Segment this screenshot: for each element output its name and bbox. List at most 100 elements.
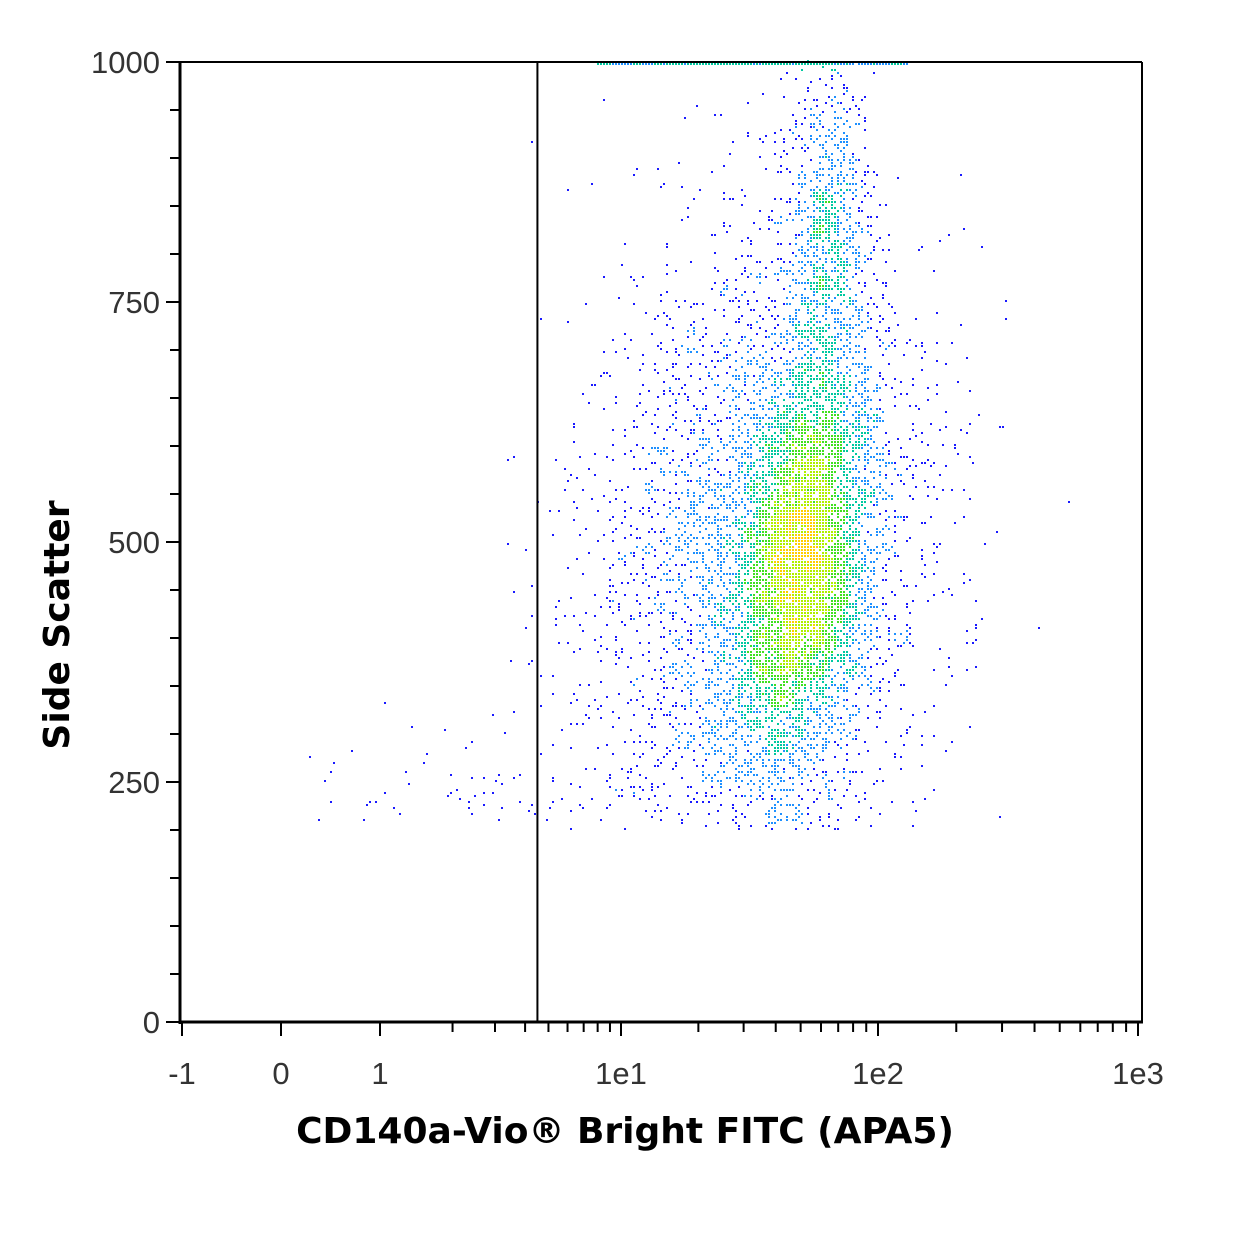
event-dot <box>798 747 800 749</box>
event-dot <box>786 504 788 506</box>
event-dot <box>783 780 785 782</box>
event-dot <box>768 681 770 683</box>
event-dot <box>813 513 815 515</box>
event-dot <box>852 567 854 569</box>
event-dot <box>837 510 839 512</box>
event-dot <box>828 687 830 689</box>
event-dot <box>801 453 803 455</box>
event-dot <box>792 375 794 377</box>
event-dot <box>837 585 839 587</box>
event-dot <box>759 666 761 668</box>
event-dot <box>795 465 797 467</box>
event-dot <box>825 357 827 359</box>
event-dot <box>660 702 662 704</box>
event-dot <box>708 474 710 476</box>
event-dot <box>705 732 707 734</box>
event-dot <box>747 774 749 776</box>
event-dot <box>846 306 848 308</box>
event-dot <box>849 462 851 464</box>
event-dot <box>786 543 788 545</box>
event-dot <box>759 450 761 452</box>
event-dot <box>783 744 785 746</box>
event-dot <box>813 651 815 653</box>
event-dot <box>756 591 758 593</box>
event-dot <box>870 687 872 689</box>
event-dot <box>708 522 710 524</box>
event-dot <box>780 414 782 416</box>
event-dot <box>813 579 815 581</box>
event-dot <box>840 579 842 581</box>
event-dot <box>717 396 719 398</box>
event-dot <box>759 540 761 542</box>
event-dot <box>651 333 653 335</box>
event-dot <box>807 537 809 539</box>
event-dot <box>726 525 728 527</box>
event-dot <box>651 726 653 728</box>
event-dot <box>777 645 779 647</box>
event-dot <box>843 543 845 545</box>
event-dot <box>744 654 746 656</box>
event-dot <box>810 747 812 749</box>
event-dot <box>744 621 746 623</box>
event-dot <box>936 498 938 500</box>
event-dot <box>786 564 788 566</box>
event-dot <box>852 519 854 521</box>
event-dot <box>768 450 770 452</box>
event-dot <box>717 555 719 557</box>
event-dot <box>783 606 785 608</box>
event-dot <box>768 561 770 563</box>
event-dot <box>810 636 812 638</box>
event-dot <box>801 798 803 800</box>
event-dot <box>612 753 614 755</box>
event-dot <box>816 699 818 701</box>
event-dot <box>738 480 740 482</box>
event-dot <box>783 480 785 482</box>
event-dot <box>789 543 791 545</box>
event-dot <box>687 207 689 209</box>
event-dot <box>840 456 842 458</box>
event-dot <box>804 471 806 473</box>
event-dot <box>765 534 767 536</box>
event-dot <box>813 693 815 695</box>
event-dot <box>801 252 803 254</box>
event-dot <box>837 552 839 554</box>
event-dot <box>747 633 749 635</box>
event-dot <box>900 393 902 395</box>
event-dot <box>810 678 812 680</box>
event-dot <box>756 555 758 557</box>
event-dot <box>798 417 800 419</box>
event-dot <box>816 504 818 506</box>
event-dot <box>834 756 836 758</box>
event-dot <box>732 198 734 200</box>
event-dot <box>735 561 737 563</box>
event-dot <box>795 633 797 635</box>
event-dot <box>798 531 800 533</box>
event-dot <box>864 456 866 458</box>
event-dot <box>648 543 650 545</box>
event-dot <box>699 744 701 746</box>
event-dot <box>831 522 833 524</box>
event-dot <box>774 771 776 773</box>
event-dot <box>783 528 785 530</box>
event-dot <box>777 750 779 752</box>
event-dot <box>765 492 767 494</box>
event-dot <box>789 585 791 587</box>
event-dot <box>771 729 773 731</box>
event-dot <box>750 678 752 680</box>
event-dot <box>813 264 815 266</box>
event-dot <box>795 729 797 731</box>
event-dot <box>813 369 815 371</box>
event-dot <box>687 366 689 368</box>
event-dot <box>804 645 806 647</box>
event-dot <box>795 447 797 449</box>
event-dot <box>810 555 812 557</box>
event-dot <box>606 456 608 458</box>
event-dot <box>789 726 791 728</box>
event-dot <box>714 720 716 722</box>
event-dot <box>801 540 803 542</box>
event-dot <box>711 732 713 734</box>
event-dot <box>816 300 818 302</box>
event-dot <box>762 606 764 608</box>
event-dot <box>768 408 770 410</box>
event-dot <box>783 477 785 479</box>
